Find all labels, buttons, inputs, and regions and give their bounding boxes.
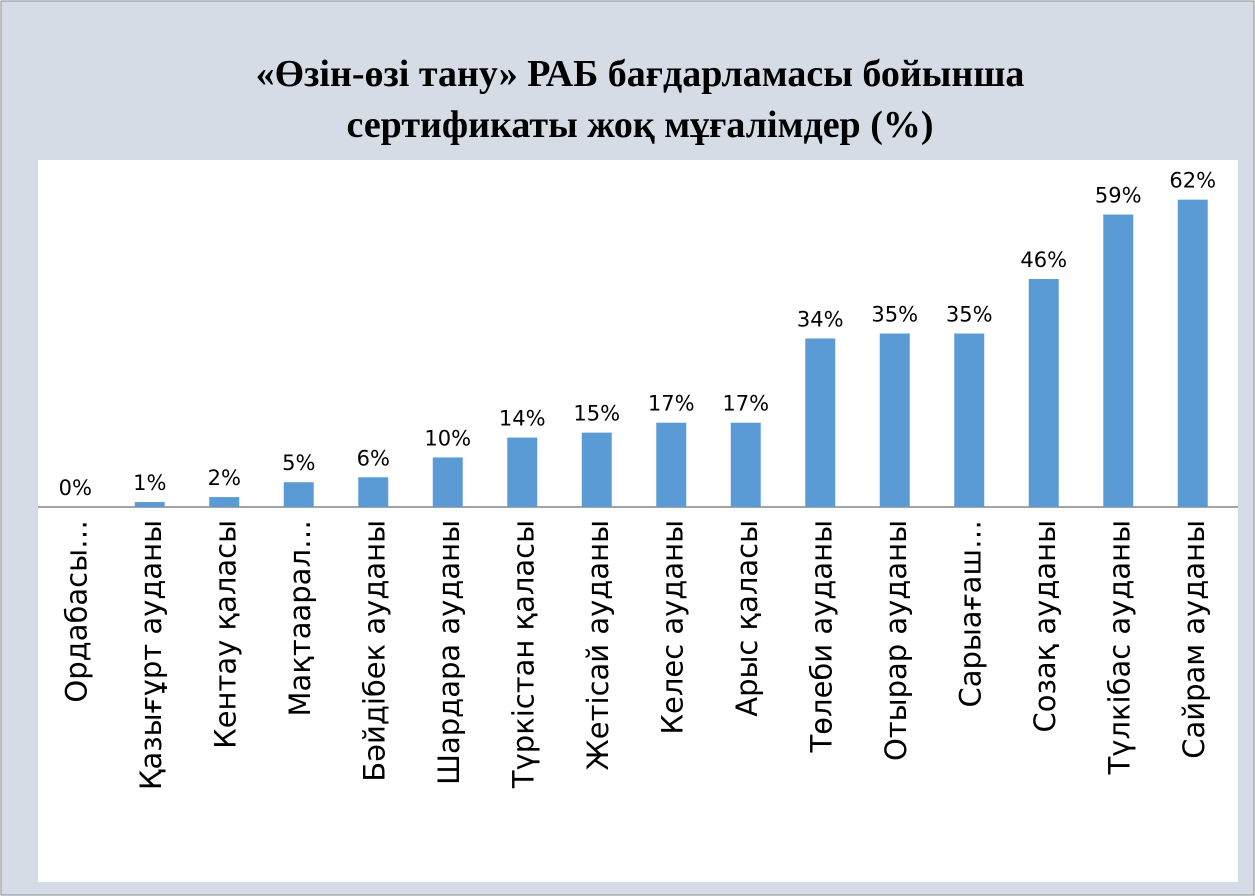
bar bbox=[656, 422, 687, 507]
data-label: 46% bbox=[1020, 248, 1067, 272]
x-tick-label: Бәйдібек ауданы bbox=[357, 520, 391, 782]
data-label: 59% bbox=[1095, 184, 1142, 208]
x-tick-label: Түлкібас ауданы bbox=[1102, 520, 1136, 775]
chart-title: сертификаты жоқ мұғалімдер (%) bbox=[346, 104, 933, 146]
bar bbox=[209, 497, 240, 507]
x-tick-label: Сарыағаш… bbox=[953, 520, 987, 708]
bar bbox=[954, 333, 985, 507]
bar bbox=[581, 432, 612, 507]
data-label: 10% bbox=[424, 426, 471, 450]
data-label: 35% bbox=[871, 303, 918, 327]
x-tick-label: Мақтаарал… bbox=[283, 520, 317, 716]
x-tick-label: Төлеби ауданы bbox=[804, 520, 838, 753]
bar bbox=[1028, 278, 1059, 507]
data-label: 34% bbox=[797, 307, 844, 331]
x-tick-label: Қазығұрт ауданы bbox=[134, 520, 168, 790]
bar bbox=[730, 422, 761, 507]
chart-title: «Өзін-өзі тану» РАБ бағдарламасы бойынша bbox=[256, 53, 1025, 95]
bar bbox=[432, 457, 463, 507]
x-tick-label: Шардара ауданы bbox=[432, 520, 466, 785]
data-label: 35% bbox=[946, 303, 993, 327]
bar bbox=[358, 477, 389, 507]
x-tick-label: Түркістан қаласы bbox=[506, 520, 540, 789]
x-tick-label: Ордабасы… bbox=[59, 520, 93, 703]
bar bbox=[134, 502, 165, 507]
data-label: 2% bbox=[208, 466, 241, 490]
data-label: 5% bbox=[282, 451, 315, 475]
x-tick-label: Сайрам ауданы bbox=[1177, 520, 1211, 759]
x-tick-label: Жетісай ауданы bbox=[581, 520, 615, 770]
data-label: 17% bbox=[722, 392, 769, 416]
bar bbox=[1103, 214, 1134, 507]
x-tick-label: Келес ауданы bbox=[655, 520, 689, 735]
bar bbox=[805, 338, 836, 507]
bar bbox=[879, 333, 910, 507]
data-label: 14% bbox=[499, 407, 546, 431]
bar bbox=[1177, 199, 1208, 507]
data-label: 1% bbox=[133, 471, 166, 495]
data-label: 62% bbox=[1169, 169, 1216, 193]
x-tick-label: Арыс қаласы bbox=[730, 520, 764, 717]
bar bbox=[507, 437, 538, 507]
data-label: 6% bbox=[357, 446, 390, 470]
data-label: 0% bbox=[59, 476, 92, 500]
data-label: 15% bbox=[573, 402, 620, 426]
bar bbox=[283, 482, 314, 507]
data-label: 17% bbox=[648, 392, 695, 416]
x-tick-label: Кентау қаласы bbox=[208, 520, 242, 749]
x-tick-label: Отырар ауданы bbox=[879, 520, 913, 761]
x-tick-label: Созақ ауданы bbox=[1028, 520, 1062, 733]
